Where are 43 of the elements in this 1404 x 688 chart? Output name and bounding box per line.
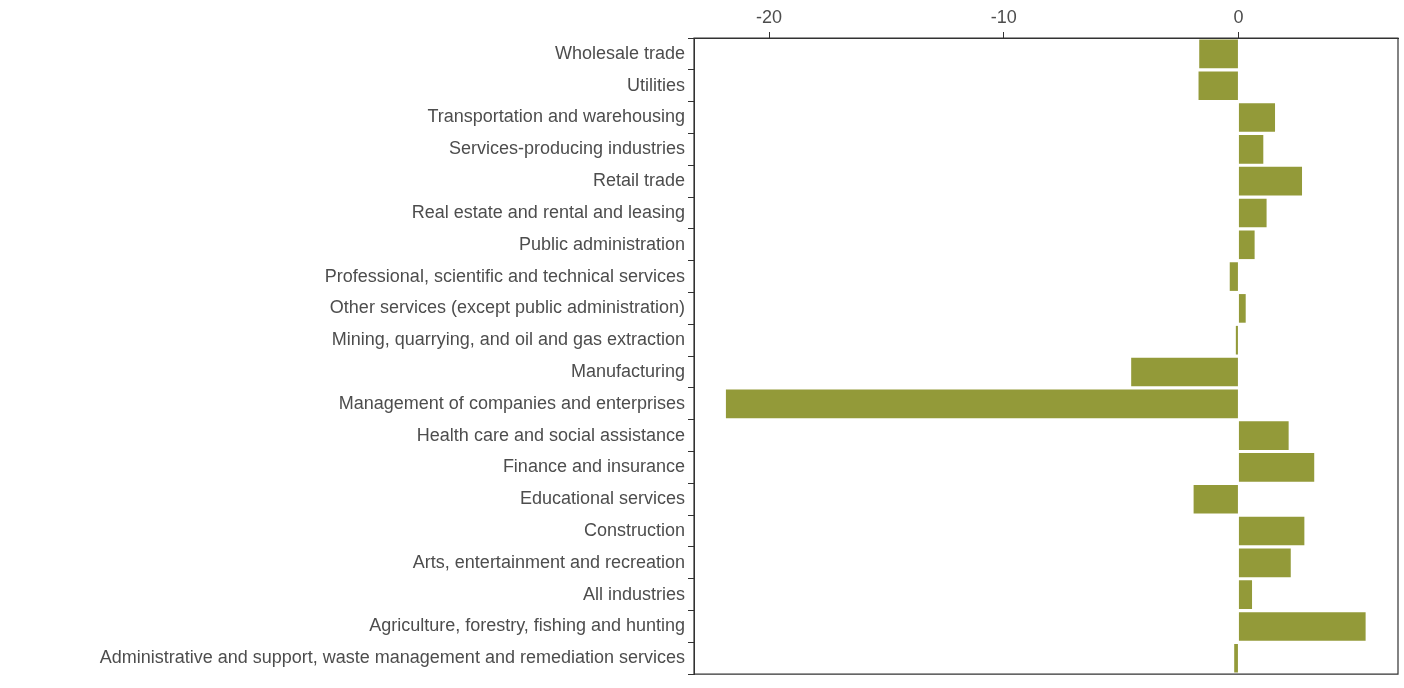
bar bbox=[1238, 421, 1289, 450]
y-tick-label: Mining, quarrying, and oil and gas extraction bbox=[331, 329, 685, 350]
y-tick-label: Professional, scientific and technical services bbox=[324, 265, 685, 286]
bar bbox=[1131, 357, 1238, 387]
y-tick-label: Arts, entertainment and recreation bbox=[412, 551, 685, 572]
y-tick-label: Transportation and warehousing bbox=[427, 106, 685, 127]
y-tick-label: Public administration bbox=[518, 233, 685, 254]
y-tick-label: Management of companies and enterprises bbox=[338, 392, 685, 413]
bar bbox=[1238, 230, 1255, 260]
y-tick-label: Wholesale trade bbox=[554, 42, 685, 63]
y-tick-label: Agriculture, forestry, fishing and hunting bbox=[369, 615, 685, 636]
bar bbox=[1238, 516, 1305, 546]
bar bbox=[1234, 643, 1238, 673]
bar bbox=[725, 389, 1238, 419]
bar bbox=[1238, 135, 1264, 164]
bar bbox=[1198, 71, 1238, 101]
bar bbox=[1238, 166, 1303, 196]
y-tick-label: Retail trade bbox=[592, 170, 685, 191]
x-tick-label: 0 bbox=[1233, 7, 1244, 28]
bar bbox=[1235, 325, 1238, 355]
bar bbox=[1238, 103, 1276, 132]
bar bbox=[1238, 453, 1315, 482]
y-tick-label: Services-producing industries bbox=[448, 138, 685, 159]
y-tick-label: Real estate and rental and leasing bbox=[411, 201, 685, 222]
bar bbox=[1238, 548, 1291, 578]
y-tick-label: Administrative and support, waste management and remediation services bbox=[99, 647, 685, 668]
y-tick-label: Educational services bbox=[519, 488, 685, 509]
y-tick-label: Health care and social assistance bbox=[416, 424, 685, 445]
bar bbox=[1199, 39, 1238, 69]
bar bbox=[1193, 484, 1238, 514]
y-tick-label: Construction bbox=[583, 520, 685, 541]
y-tick-label: All industries bbox=[582, 583, 685, 604]
y-tick-label: Manufacturing bbox=[570, 360, 685, 381]
bar bbox=[1229, 262, 1238, 291]
bar bbox=[1238, 294, 1246, 323]
x-tick-label: -20 bbox=[756, 7, 783, 28]
bar bbox=[1238, 580, 1253, 609]
bar bbox=[1238, 612, 1366, 641]
y-tick-label: Other services (except public administration) bbox=[329, 297, 685, 318]
x-tick-label: -10 bbox=[990, 7, 1017, 28]
y-tick-label: Utilities bbox=[626, 74, 685, 95]
y-tick-label: Finance and insurance bbox=[502, 456, 685, 477]
bar bbox=[1238, 198, 1267, 228]
